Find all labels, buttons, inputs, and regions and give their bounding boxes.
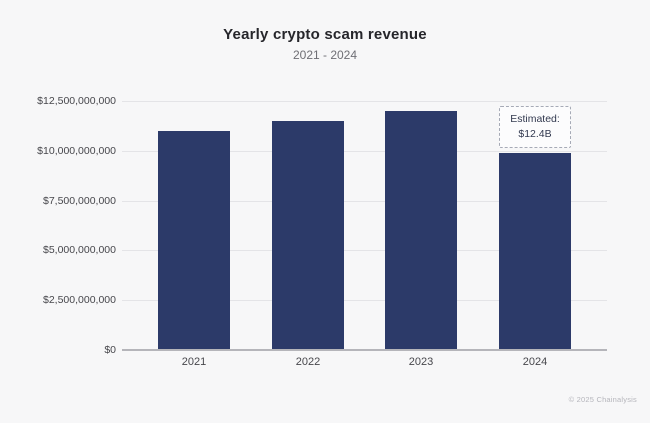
x-axis-tick-label: 2024 [522, 356, 548, 368]
y-axis-tick-label: $5,000,000,000 [43, 244, 116, 256]
y-axis: $0 $2,500,000,000 $5,000,000,000 $7,500,000… [0, 95, 116, 356]
estimate-annotation-line: $12.4B [518, 128, 552, 140]
y-axis-tick-label: $2,500,000,000 [43, 294, 116, 306]
estimate-annotation-line: Estimated: [510, 113, 560, 125]
chart-header: Yearly crypto scam revenue 2021 - 2024 [0, 26, 650, 62]
y-axis-tick-label: $10,000,000,000 [37, 145, 116, 157]
gridline [122, 151, 607, 152]
chart-subtitle: 2021 - 2024 [292, 48, 358, 62]
gridline [122, 250, 607, 251]
attribution-text: © 2025 Chainalysis [568, 395, 637, 404]
y-axis-tick-label: $0 [104, 344, 116, 356]
bar-2024 [499, 153, 571, 350]
y-axis-tick-label: $7,500,000,000 [43, 195, 116, 207]
y-axis-tick-label: $12,500,000,000 [37, 95, 116, 107]
x-axis-tick-label: 2021 [181, 356, 207, 368]
x-axis-tick-label: 2023 [408, 356, 434, 368]
gridline [122, 201, 607, 202]
x-axis-line [122, 349, 607, 351]
gridline [122, 300, 607, 301]
x-axis-tick-label: 2022 [295, 356, 321, 368]
bar-2022 [272, 121, 344, 350]
gridline [122, 101, 607, 102]
bar-2023 [385, 111, 457, 350]
estimate-annotation: Estimated: $12.4B [499, 106, 571, 148]
plot-area: Estimated: $12.4B [122, 101, 607, 351]
x-axis: 2021 2022 2023 2024 [122, 356, 607, 372]
chart-title: Yearly crypto scam revenue [223, 26, 427, 43]
bar-2021 [158, 131, 230, 350]
